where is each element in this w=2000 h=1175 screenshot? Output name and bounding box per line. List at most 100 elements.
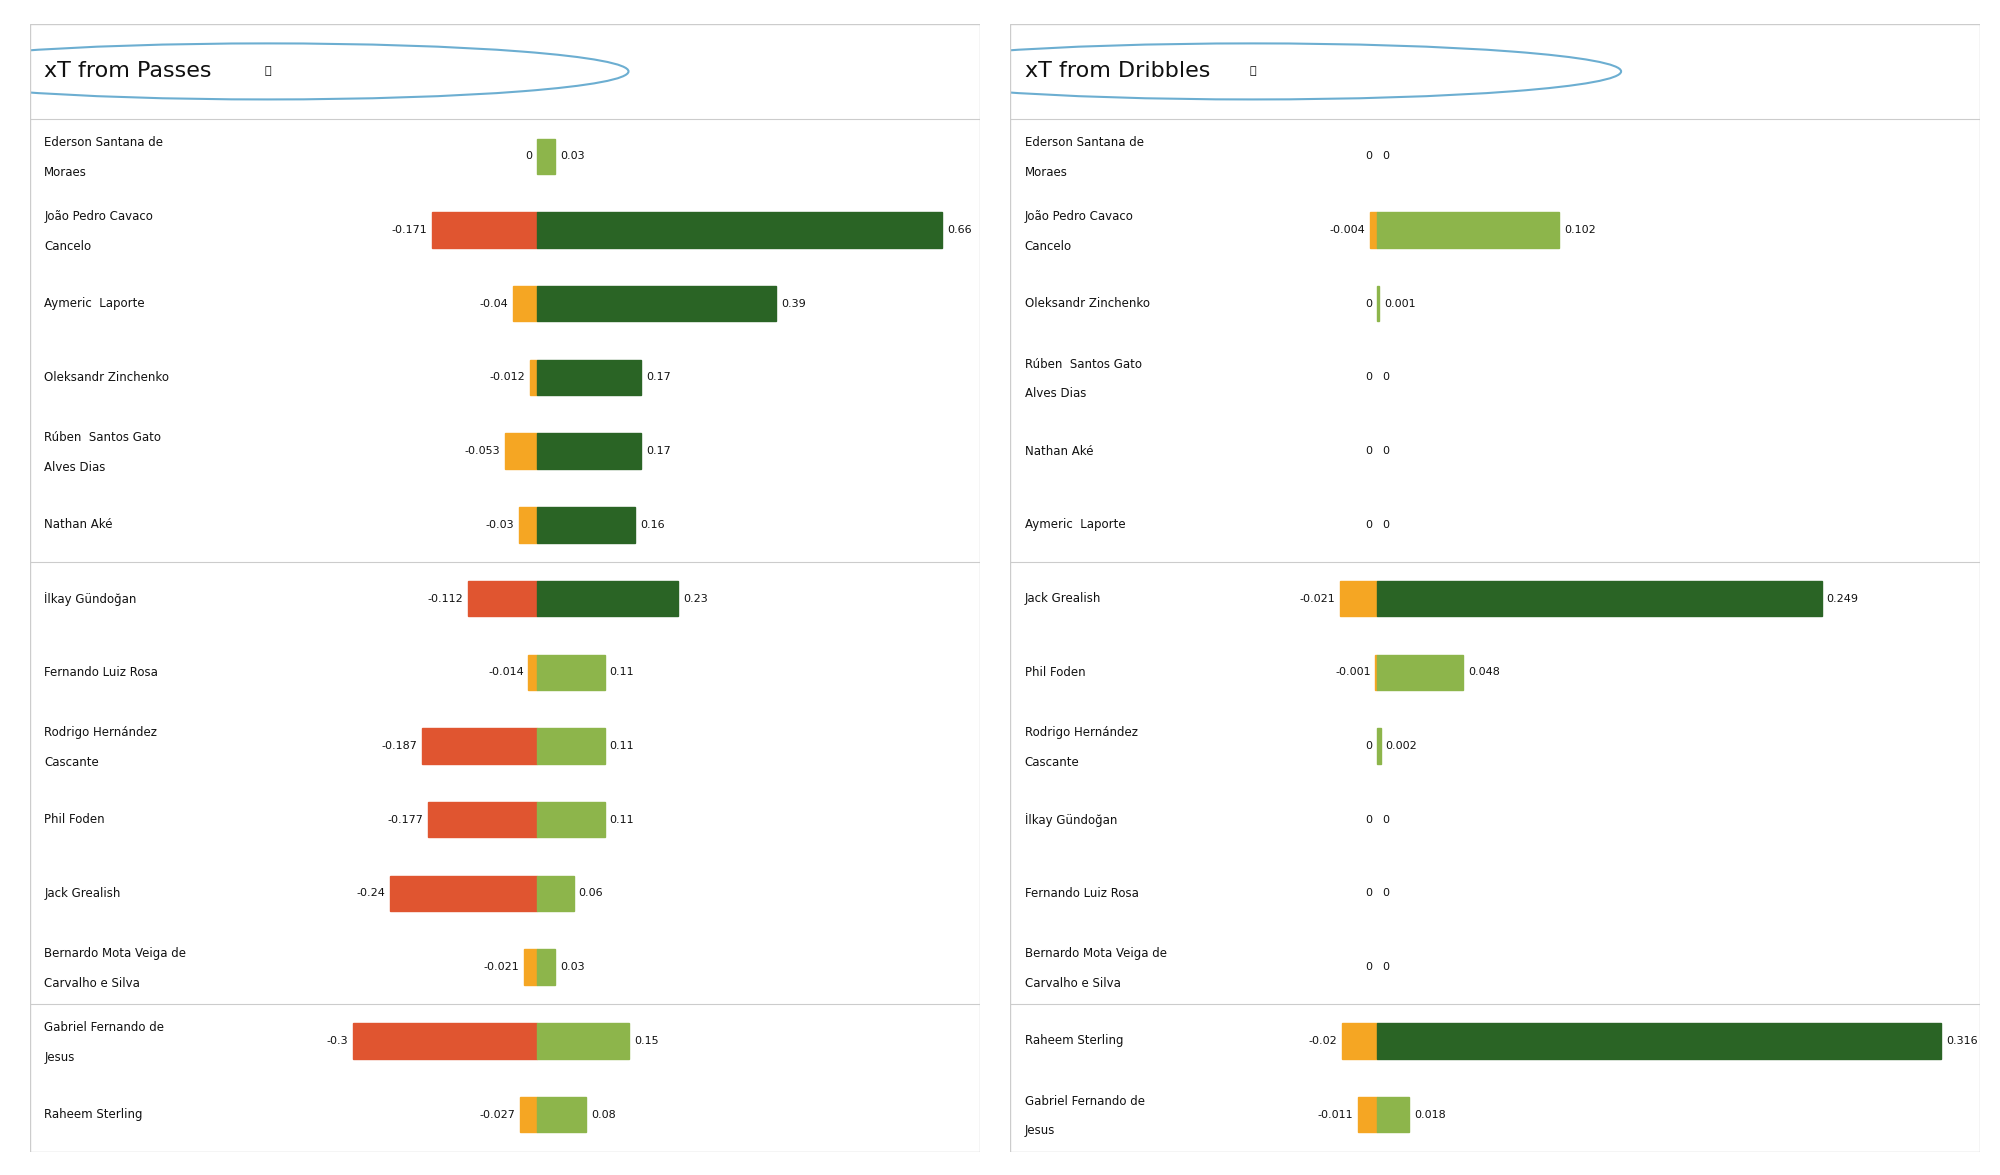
Bar xyxy=(352,1023,538,1059)
Text: -0.04: -0.04 xyxy=(480,298,508,309)
Text: Rodrigo Hernández: Rodrigo Hernández xyxy=(1024,726,1138,739)
Text: Nathan Aké: Nathan Aké xyxy=(44,518,112,531)
Text: xT from Passes: xT from Passes xyxy=(44,61,212,81)
Text: 0.66: 0.66 xyxy=(946,224,972,235)
Text: -0.027: -0.027 xyxy=(480,1109,516,1120)
Bar xyxy=(468,580,538,616)
Bar xyxy=(538,803,604,838)
Text: Carvalho e Silva: Carvalho e Silva xyxy=(1024,976,1120,989)
Text: 🏙: 🏙 xyxy=(264,67,270,76)
Bar xyxy=(518,508,538,543)
Text: Rúben  Santos Gato: Rúben Santos Gato xyxy=(44,431,162,444)
Text: Rodrigo Hernández: Rodrigo Hernández xyxy=(44,726,158,739)
Text: -0.02: -0.02 xyxy=(1308,1036,1336,1046)
Bar xyxy=(538,213,942,248)
Bar xyxy=(538,286,776,321)
Text: João Pedro Cavaco: João Pedro Cavaco xyxy=(44,210,154,223)
Text: Aymeric  Laporte: Aymeric Laporte xyxy=(1024,518,1126,531)
Text: -0.171: -0.171 xyxy=(392,224,428,235)
Bar xyxy=(1370,213,1378,248)
Text: 0.048: 0.048 xyxy=(1468,667,1500,677)
Text: 0.15: 0.15 xyxy=(634,1036,658,1046)
Text: Ederson Santana de: Ederson Santana de xyxy=(44,136,164,149)
Text: 0.316: 0.316 xyxy=(1946,1036,1978,1046)
Text: 0.16: 0.16 xyxy=(640,519,664,530)
Text: -0.012: -0.012 xyxy=(490,372,524,382)
Bar xyxy=(538,1097,586,1133)
Text: 0.11: 0.11 xyxy=(610,667,634,677)
Text: 0: 0 xyxy=(1366,372,1372,382)
Text: Fernando Luiz Rosa: Fernando Luiz Rosa xyxy=(44,666,158,679)
Bar xyxy=(538,654,604,690)
Text: Rúben  Santos Gato: Rúben Santos Gato xyxy=(1024,357,1142,370)
Text: Alves Dias: Alves Dias xyxy=(1024,387,1086,401)
Text: 0.249: 0.249 xyxy=(1826,593,1858,604)
Text: Nathan Aké: Nathan Aké xyxy=(1024,444,1094,457)
Text: Cascante: Cascante xyxy=(44,756,100,768)
Text: Aymeric  Laporte: Aymeric Laporte xyxy=(44,297,144,310)
Text: -0.3: -0.3 xyxy=(326,1036,348,1046)
Text: Cascante: Cascante xyxy=(1024,756,1080,768)
Text: 0.17: 0.17 xyxy=(646,372,670,382)
Text: 0: 0 xyxy=(1382,888,1390,899)
Text: -0.004: -0.004 xyxy=(1330,224,1366,235)
Bar xyxy=(520,1097,538,1133)
Text: -0.03: -0.03 xyxy=(486,519,514,530)
Text: 🏙: 🏙 xyxy=(1250,67,1256,76)
Bar xyxy=(1378,213,1560,248)
Text: 0.03: 0.03 xyxy=(560,152,584,161)
Text: 0.001: 0.001 xyxy=(1384,298,1416,309)
Bar xyxy=(538,728,604,764)
Text: 0.002: 0.002 xyxy=(1386,741,1418,751)
Text: -0.24: -0.24 xyxy=(356,888,386,899)
Bar xyxy=(512,286,538,321)
Text: Moraes: Moraes xyxy=(1024,166,1068,179)
Text: 0: 0 xyxy=(1366,519,1372,530)
Text: -0.177: -0.177 xyxy=(388,814,424,825)
Text: 0.03: 0.03 xyxy=(560,962,584,972)
Text: Raheem Sterling: Raheem Sterling xyxy=(1024,1034,1124,1047)
Bar xyxy=(538,139,556,174)
Text: Gabriel Fernando de: Gabriel Fernando de xyxy=(1024,1095,1144,1108)
Bar xyxy=(422,728,538,764)
Text: -0.053: -0.053 xyxy=(464,446,500,456)
Text: -0.112: -0.112 xyxy=(428,593,464,604)
Bar xyxy=(530,360,538,395)
Text: 0.39: 0.39 xyxy=(782,298,806,309)
Text: Cancelo: Cancelo xyxy=(44,240,92,253)
Text: xT from Dribbles: xT from Dribbles xyxy=(1024,61,1210,81)
Text: 0: 0 xyxy=(1382,152,1390,161)
Bar xyxy=(428,803,538,838)
Text: Jesus: Jesus xyxy=(44,1050,74,1063)
Text: -0.001: -0.001 xyxy=(1336,667,1370,677)
Text: Phil Foden: Phil Foden xyxy=(44,813,104,826)
Bar xyxy=(538,1023,630,1059)
Bar xyxy=(528,654,538,690)
Text: 0.11: 0.11 xyxy=(610,814,634,825)
Text: -0.187: -0.187 xyxy=(382,741,418,751)
Text: João Pedro Cavaco: João Pedro Cavaco xyxy=(1024,210,1134,223)
Text: 0.17: 0.17 xyxy=(646,446,670,456)
Text: Ederson Santana de: Ederson Santana de xyxy=(1024,136,1144,149)
Bar xyxy=(1340,580,1378,616)
Text: 0: 0 xyxy=(1382,372,1390,382)
Bar xyxy=(1358,1097,1378,1133)
Text: Phil Foden: Phil Foden xyxy=(1024,666,1086,679)
Text: -0.021: -0.021 xyxy=(1300,593,1334,604)
Text: Carvalho e Silva: Carvalho e Silva xyxy=(44,976,140,989)
Bar xyxy=(538,434,642,469)
Bar xyxy=(538,949,556,985)
Bar xyxy=(1378,728,1380,764)
Text: 0: 0 xyxy=(1366,962,1372,972)
Text: Raheem Sterling: Raheem Sterling xyxy=(44,1108,142,1121)
Text: Gabriel Fernando de: Gabriel Fernando de xyxy=(44,1021,164,1034)
Text: Alves Dias: Alves Dias xyxy=(44,461,106,474)
Bar xyxy=(432,213,538,248)
Bar xyxy=(1342,1023,1378,1059)
Text: 0: 0 xyxy=(1382,962,1390,972)
Bar xyxy=(538,580,678,616)
Text: Jack Grealish: Jack Grealish xyxy=(1024,592,1100,605)
Bar xyxy=(390,875,538,911)
Text: Jack Grealish: Jack Grealish xyxy=(44,887,120,900)
Text: Fernando Luiz Rosa: Fernando Luiz Rosa xyxy=(1024,887,1138,900)
